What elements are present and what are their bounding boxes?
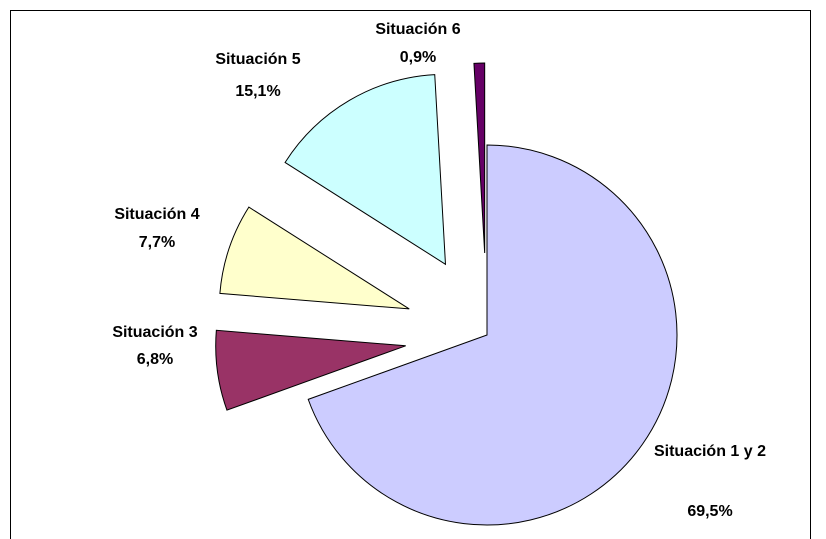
- slice-value-label: 15,1%: [235, 83, 280, 100]
- slice-label: Situación 1 y 2: [654, 443, 766, 460]
- slice-value-label: 6,8%: [137, 351, 173, 368]
- pie-slice: [307, 144, 678, 526]
- slice-value-label: 69,5%: [687, 503, 732, 520]
- pie-slice: [473, 62, 486, 254]
- pie-slice: [215, 329, 406, 411]
- slice-label: Situación 6: [375, 21, 460, 38]
- pie-slice: [284, 74, 447, 266]
- slice-label: Situación 5: [215, 51, 300, 68]
- slice-label: Situación 3: [112, 324, 197, 341]
- slice-value-label: 0,9%: [400, 49, 436, 66]
- slice-value-label: 7,7%: [139, 234, 175, 251]
- pie-slice: [219, 206, 410, 310]
- slice-label: Situación 4: [114, 206, 199, 223]
